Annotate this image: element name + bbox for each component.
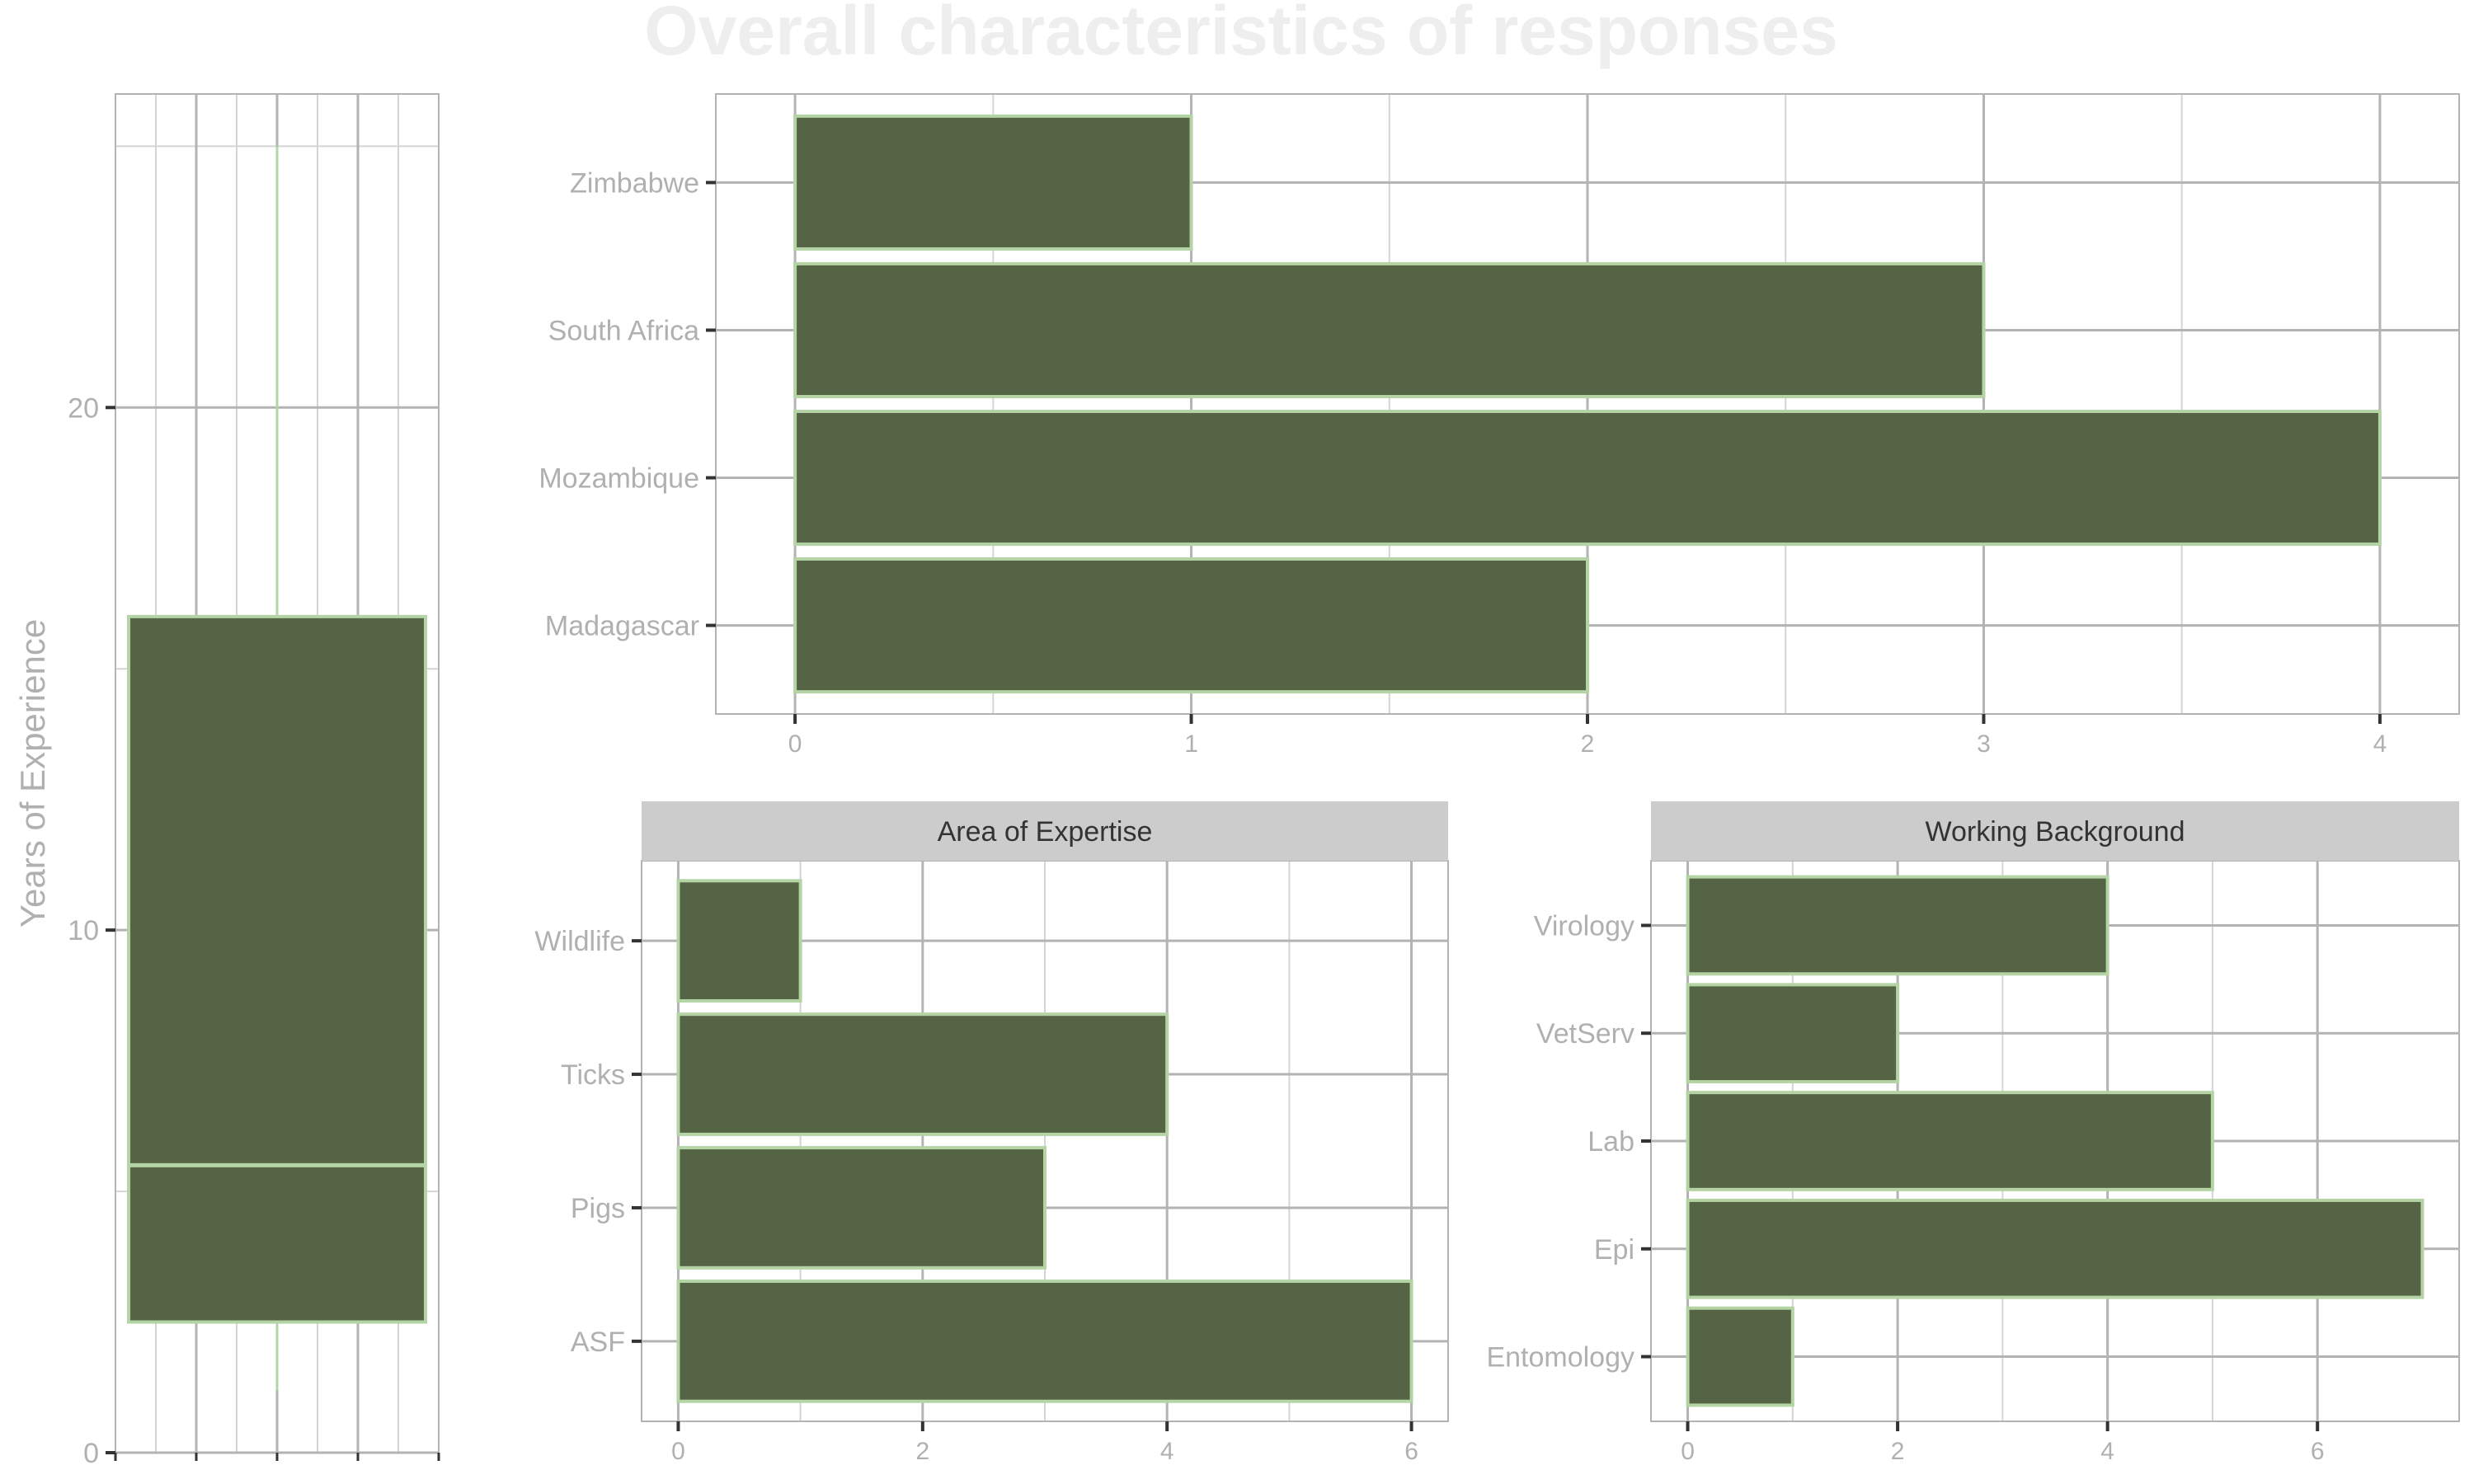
figure-title: Overall characteristics of responses xyxy=(644,0,1837,69)
category-label: Zimbabwe xyxy=(570,167,699,199)
category-label: Madagascar xyxy=(545,611,699,642)
x-tick-label: 2 xyxy=(1581,730,1595,758)
bar xyxy=(676,1012,1169,1136)
iqr-box xyxy=(127,614,427,1324)
x-tick-label: 4 xyxy=(2100,1438,2114,1465)
category-label: VetServ xyxy=(1536,1018,1634,1050)
facet-strip xyxy=(1651,801,2459,861)
facet-strip-label: Working Background xyxy=(1926,816,2185,848)
facet-strip-label: Area of Expertise xyxy=(938,816,1153,848)
x-tick-label: 3 xyxy=(1977,730,1991,758)
category-label: Ticks xyxy=(561,1059,625,1091)
x-tick-label: 6 xyxy=(2311,1438,2325,1465)
x-tick-label: 1 xyxy=(1184,730,1198,758)
country-bar-chart: Madagascar Mozambique South Africa Zimbabwe… xyxy=(539,93,2460,758)
x-tick-label: 4 xyxy=(1160,1438,1174,1465)
category-label: Epi xyxy=(1594,1234,1634,1266)
category-label: ASF xyxy=(571,1327,625,1358)
bar xyxy=(793,409,2382,547)
category-label: Pigs xyxy=(571,1193,625,1224)
bar xyxy=(793,114,1193,251)
y-tick-label: 0 xyxy=(83,1438,99,1469)
category-label: Virology xyxy=(1534,910,1634,942)
category-label: Entomology xyxy=(1486,1342,1634,1374)
x-tick-label: 6 xyxy=(1404,1438,1418,1465)
bar xyxy=(676,1146,1047,1270)
bar xyxy=(1686,1198,2425,1299)
bar xyxy=(1686,875,2109,976)
bar xyxy=(793,261,1986,399)
bar xyxy=(1686,1306,1794,1407)
bar xyxy=(676,879,802,1003)
category-label: Lab xyxy=(1587,1126,1634,1158)
x-tick-label: 0 xyxy=(788,730,802,758)
bar xyxy=(1686,983,1900,1084)
bar xyxy=(793,557,1589,694)
x-tick-label: 2 xyxy=(1891,1438,1905,1465)
area-of-expertise-bar-chart: ASF Pigs Ticks Wildlife 0 2 4 6 Area of Expertis… xyxy=(534,801,1449,1465)
y-tick-label: 10 xyxy=(68,915,99,946)
category-label: Mozambique xyxy=(539,463,699,495)
working-background-bar-chart: Entomology Epi Lab VetServ Virology 0 2 4 6 Worki… xyxy=(1486,801,2460,1465)
category-label: Wildlife xyxy=(534,926,625,957)
x-tick-label: 4 xyxy=(2373,730,2387,758)
facet-strip xyxy=(642,801,1448,861)
bar xyxy=(676,1280,1413,1403)
x-tick-label: 0 xyxy=(671,1438,685,1465)
y-axis-title: Years of Experience xyxy=(13,619,52,928)
y-tick-label: 20 xyxy=(68,392,99,424)
x-tick-label: 0 xyxy=(1681,1438,1695,1465)
years-of-experience-boxplot: 0 10 20 Years of Experience xyxy=(13,93,440,1469)
bar xyxy=(1686,1091,2214,1191)
x-tick-label: 2 xyxy=(915,1438,929,1465)
category-label: South Africa xyxy=(548,315,699,346)
